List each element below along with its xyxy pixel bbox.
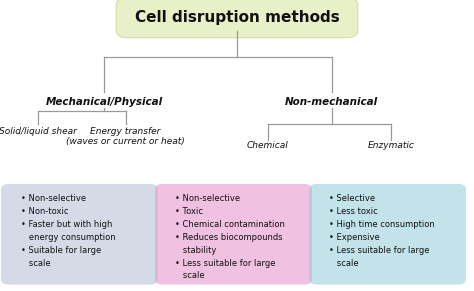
Text: Non-mechanical: Non-mechanical <box>285 97 378 107</box>
Text: Solid/liquid shear: Solid/liquid shear <box>0 127 77 136</box>
Text: Mechanical/Physical: Mechanical/Physical <box>46 97 163 107</box>
Text: • Selective
• Less toxic
• High time consumption
• Expensive
• Less suitable for: • Selective • Less toxic • High time con… <box>329 194 435 268</box>
Text: • Non-selective
• Toxic
• Chemical contamination
• Reduces biocompounds
   stabi: • Non-selective • Toxic • Chemical conta… <box>175 194 285 281</box>
Text: • Non-selective
• Non-toxic
• Faster but with high
   energy consumption
• Suita: • Non-selective • Non-toxic • Faster but… <box>21 194 116 268</box>
Text: Energy transfer
(waves or current or heat): Energy transfer (waves or current or hea… <box>66 127 185 146</box>
FancyBboxPatch shape <box>155 184 312 285</box>
FancyBboxPatch shape <box>1 184 158 285</box>
Text: Enzymatic: Enzymatic <box>368 141 414 150</box>
FancyBboxPatch shape <box>309 184 466 285</box>
Text: Chemical: Chemical <box>247 141 289 150</box>
FancyBboxPatch shape <box>116 0 358 38</box>
Text: Cell disruption methods: Cell disruption methods <box>135 10 339 25</box>
